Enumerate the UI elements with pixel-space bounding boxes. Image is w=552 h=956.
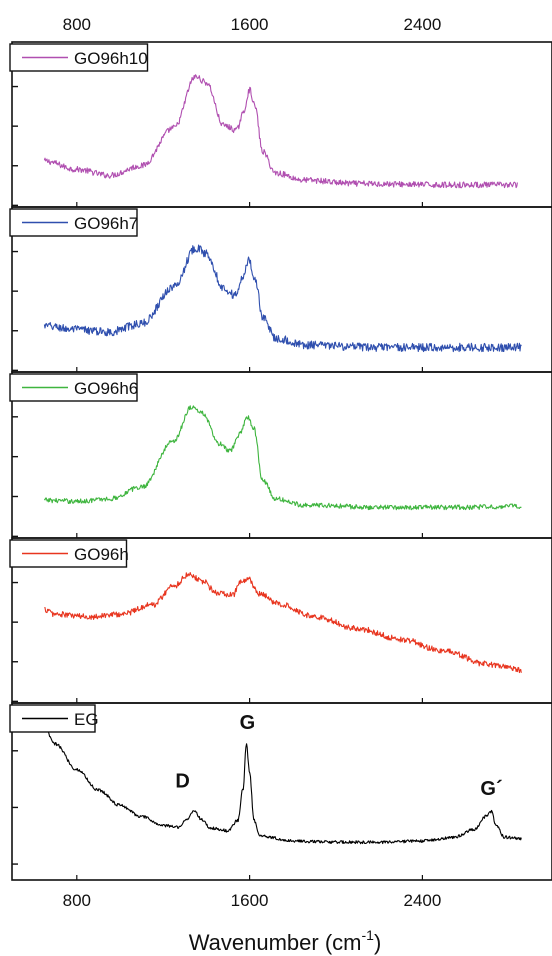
panel-go96h10: GO96h10: [9, 41, 552, 208]
series-line-eg: [43, 727, 522, 845]
bottom-x-tick-label: 2400: [403, 891, 441, 910]
x-axis-title-superscript: -1: [362, 927, 375, 943]
legend-go96h6: GO96h6: [9, 373, 138, 402]
bottom-x-tick-label: 800: [63, 891, 91, 910]
legend-label: GO96h: [74, 545, 129, 564]
bottom-x-tick-label: 1600: [231, 891, 269, 910]
top-x-tick-label: 1600: [231, 15, 269, 34]
peak-label-g-prime: G´: [480, 778, 502, 800]
peak-label-g: G: [240, 712, 256, 734]
legend-go96h7: GO96h7: [9, 208, 138, 237]
top-x-tick-label: 800: [63, 15, 91, 34]
legend-eg: EG: [9, 704, 99, 733]
legend-label: GO96h7: [74, 214, 138, 233]
panel-go96h7: GO96h7: [9, 206, 552, 373]
legend-label: GO96h10: [74, 49, 148, 68]
x-axis-title-close: ): [374, 930, 381, 955]
legend-box: [9, 373, 138, 402]
series-line-go96h6: [43, 405, 522, 511]
series-line-go96h10: [43, 74, 518, 189]
legend-go96h: GO96h: [9, 539, 129, 568]
peak-label-d: D: [175, 770, 189, 792]
legend-label: GO96h6: [74, 379, 138, 398]
series-line-go96h: [44, 571, 522, 674]
x-axis-title-main: Wavenumber (cm: [189, 930, 362, 955]
legend-label: EG: [74, 710, 99, 729]
panel-frame: [11, 702, 552, 881]
chart-panels: GO96h10 GO96h7 GO96h6 GO96h EG D G G´: [9, 41, 552, 881]
top-x-tick-labels: 800 1600 2400: [63, 15, 442, 34]
series-line-go96h7: [43, 244, 522, 353]
panel-go96h6: GO96h6: [9, 371, 552, 539]
top-x-tick-label: 2400: [403, 15, 441, 34]
bottom-x-tick-labels: 800 1600 2400: [63, 891, 442, 910]
legend-go96h10: GO96h10: [9, 43, 149, 72]
x-axis-title: Wavenumber (cm-1): [189, 927, 382, 955]
panel-go96h: GO96h: [9, 537, 552, 704]
panel-eg: EG D G G´: [9, 702, 552, 881]
